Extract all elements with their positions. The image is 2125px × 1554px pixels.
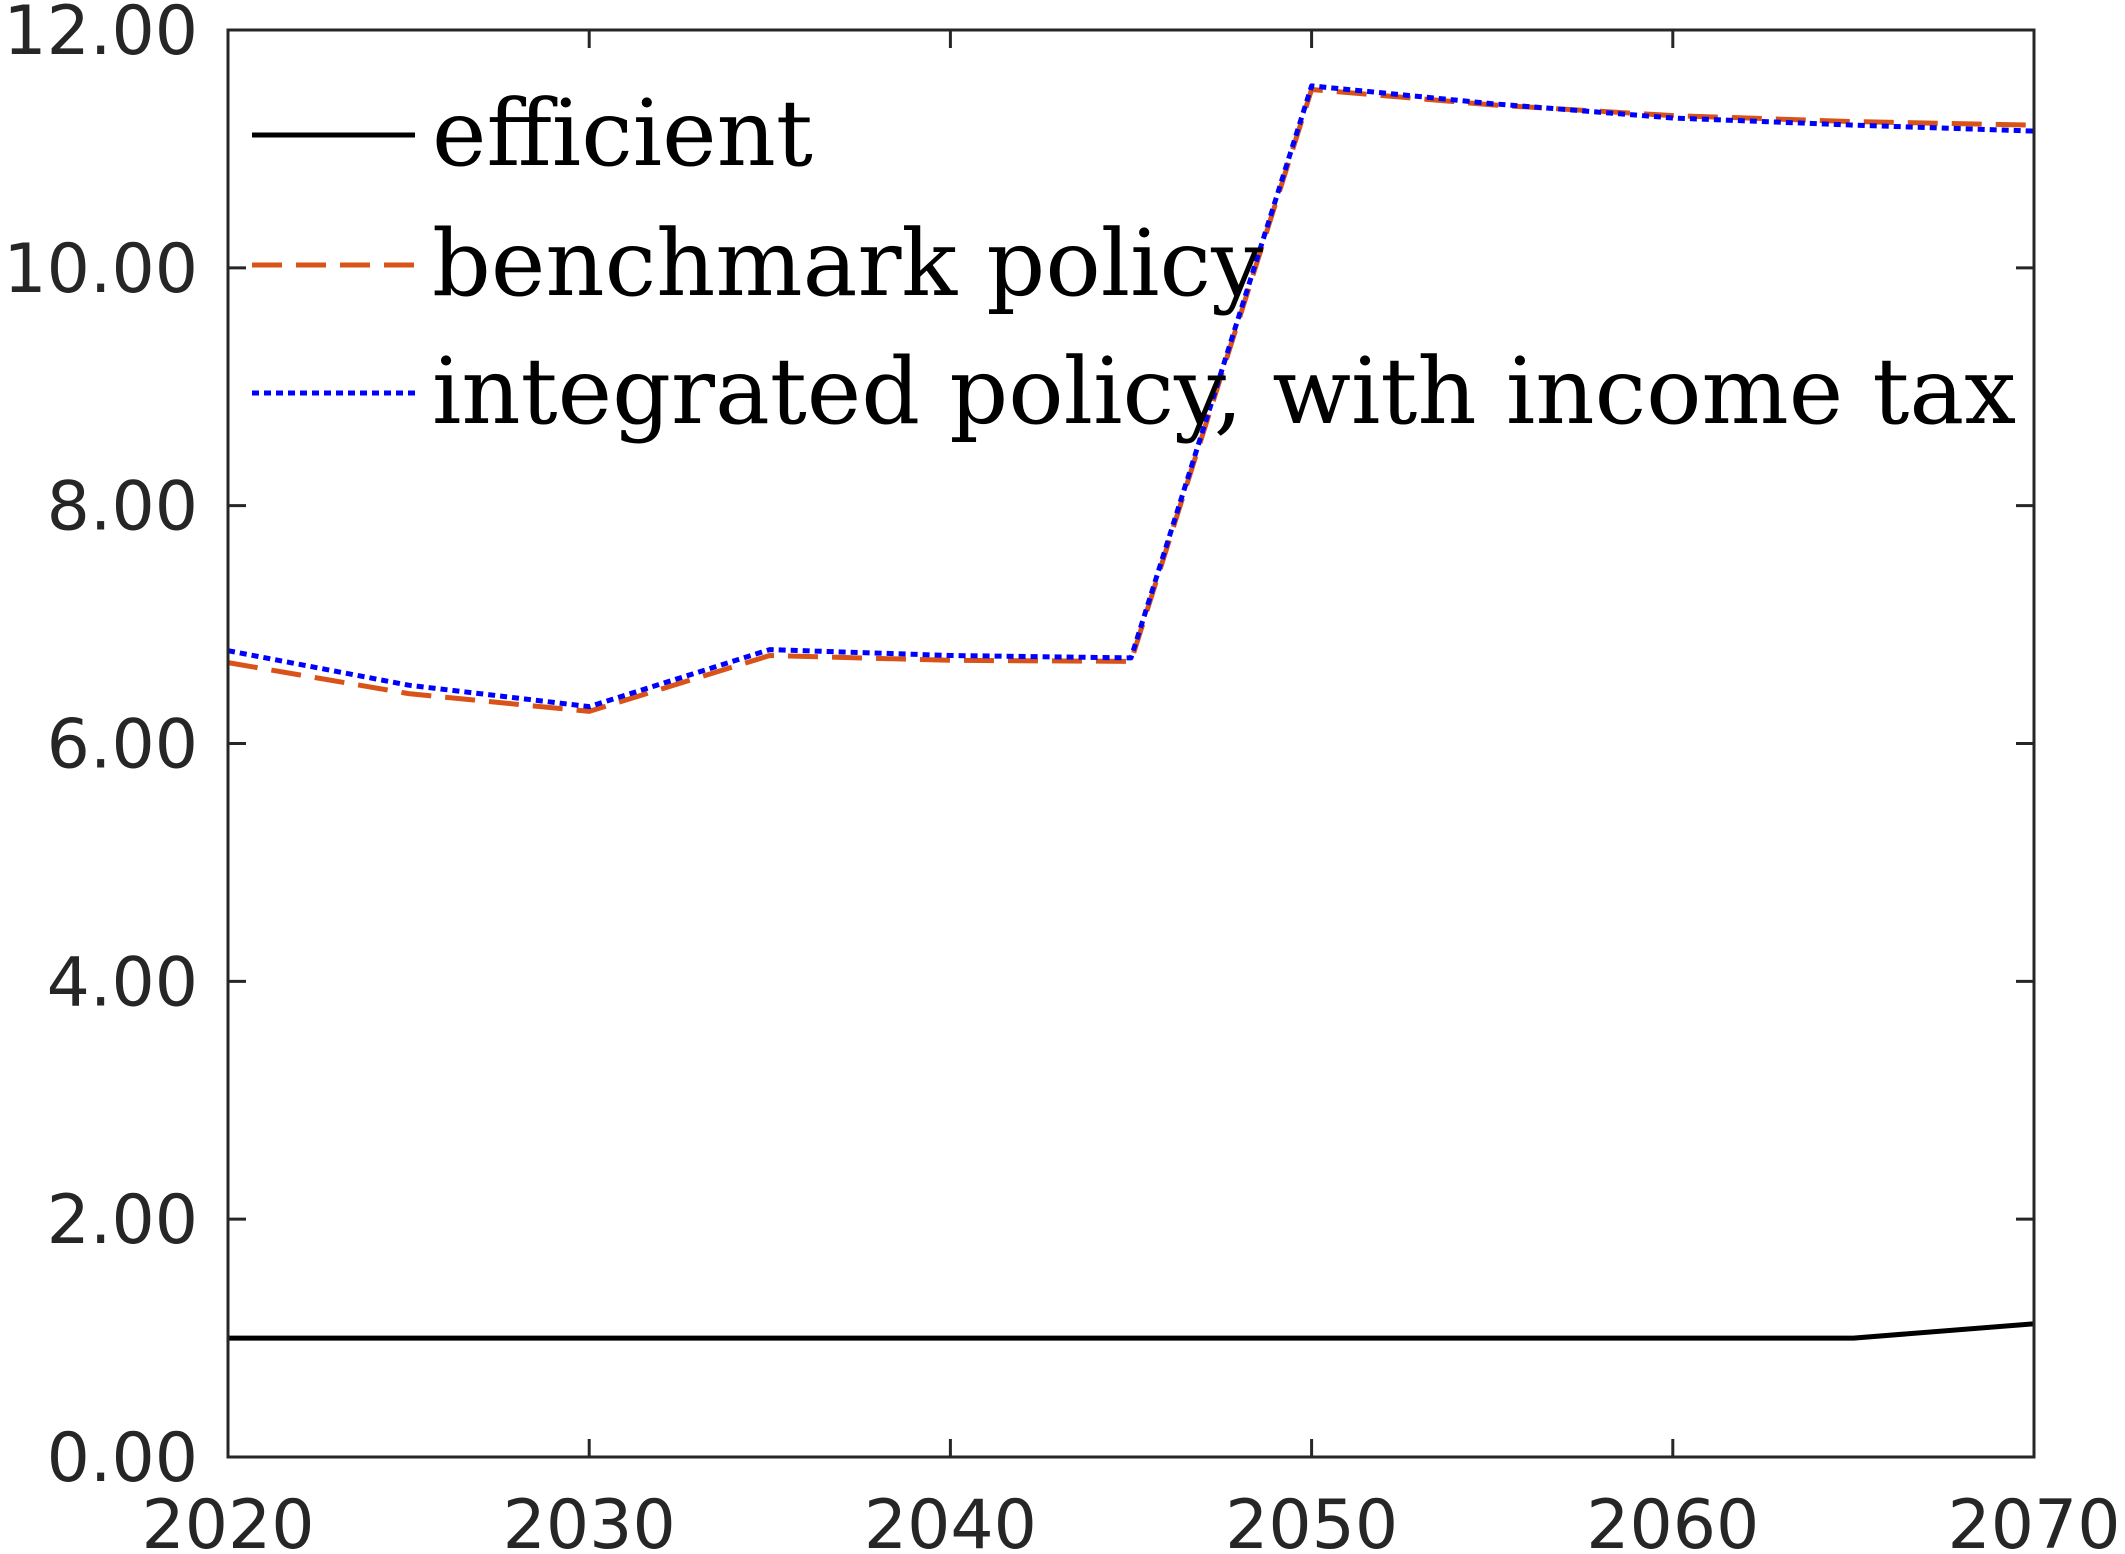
x-tick-label: 2040 bbox=[864, 1486, 1037, 1554]
series-line-3 bbox=[227, 83, 2035, 710]
y-tick-label: 12.00 bbox=[3, 0, 198, 71]
x-tick-label: 2050 bbox=[1225, 1486, 1398, 1554]
y-axis-tick-labels: 0.00 2.00 4.00 6.00 8.00 10.00 12.00 bbox=[3, 0, 198, 1498]
y-tick-label: 0.00 bbox=[47, 1419, 198, 1498]
series-line-1 bbox=[228, 1321, 2035, 1341]
x-tick-label: 2070 bbox=[1947, 1486, 2120, 1554]
legend-label-2: benchmark policy bbox=[432, 210, 1263, 317]
legend-label-1: efficient bbox=[432, 80, 813, 187]
y-tick-label: 6.00 bbox=[47, 706, 198, 785]
y-tick-label: 4.00 bbox=[47, 943, 198, 1022]
y-tick-label: 8.00 bbox=[47, 468, 198, 547]
x-tick-label: 2060 bbox=[1586, 1486, 1759, 1554]
series-line-2 bbox=[227, 87, 2035, 714]
series-group bbox=[227, 83, 2035, 1341]
axis-ticks bbox=[226, 28, 2036, 1459]
x-tick-label: 2030 bbox=[503, 1486, 676, 1554]
x-axis-tick-labels: 2020 2030 2040 2050 2060 2070 bbox=[141, 1486, 2120, 1554]
legend: efficient benchmark policy integrated poli… bbox=[252, 80, 2016, 445]
x-tick-label: 2020 bbox=[141, 1486, 314, 1554]
legend-label-3: integrated policy, with income tax bbox=[432, 338, 2016, 445]
y-tick-label: 2.00 bbox=[47, 1181, 198, 1260]
y-tick-label: 10.00 bbox=[3, 230, 198, 309]
